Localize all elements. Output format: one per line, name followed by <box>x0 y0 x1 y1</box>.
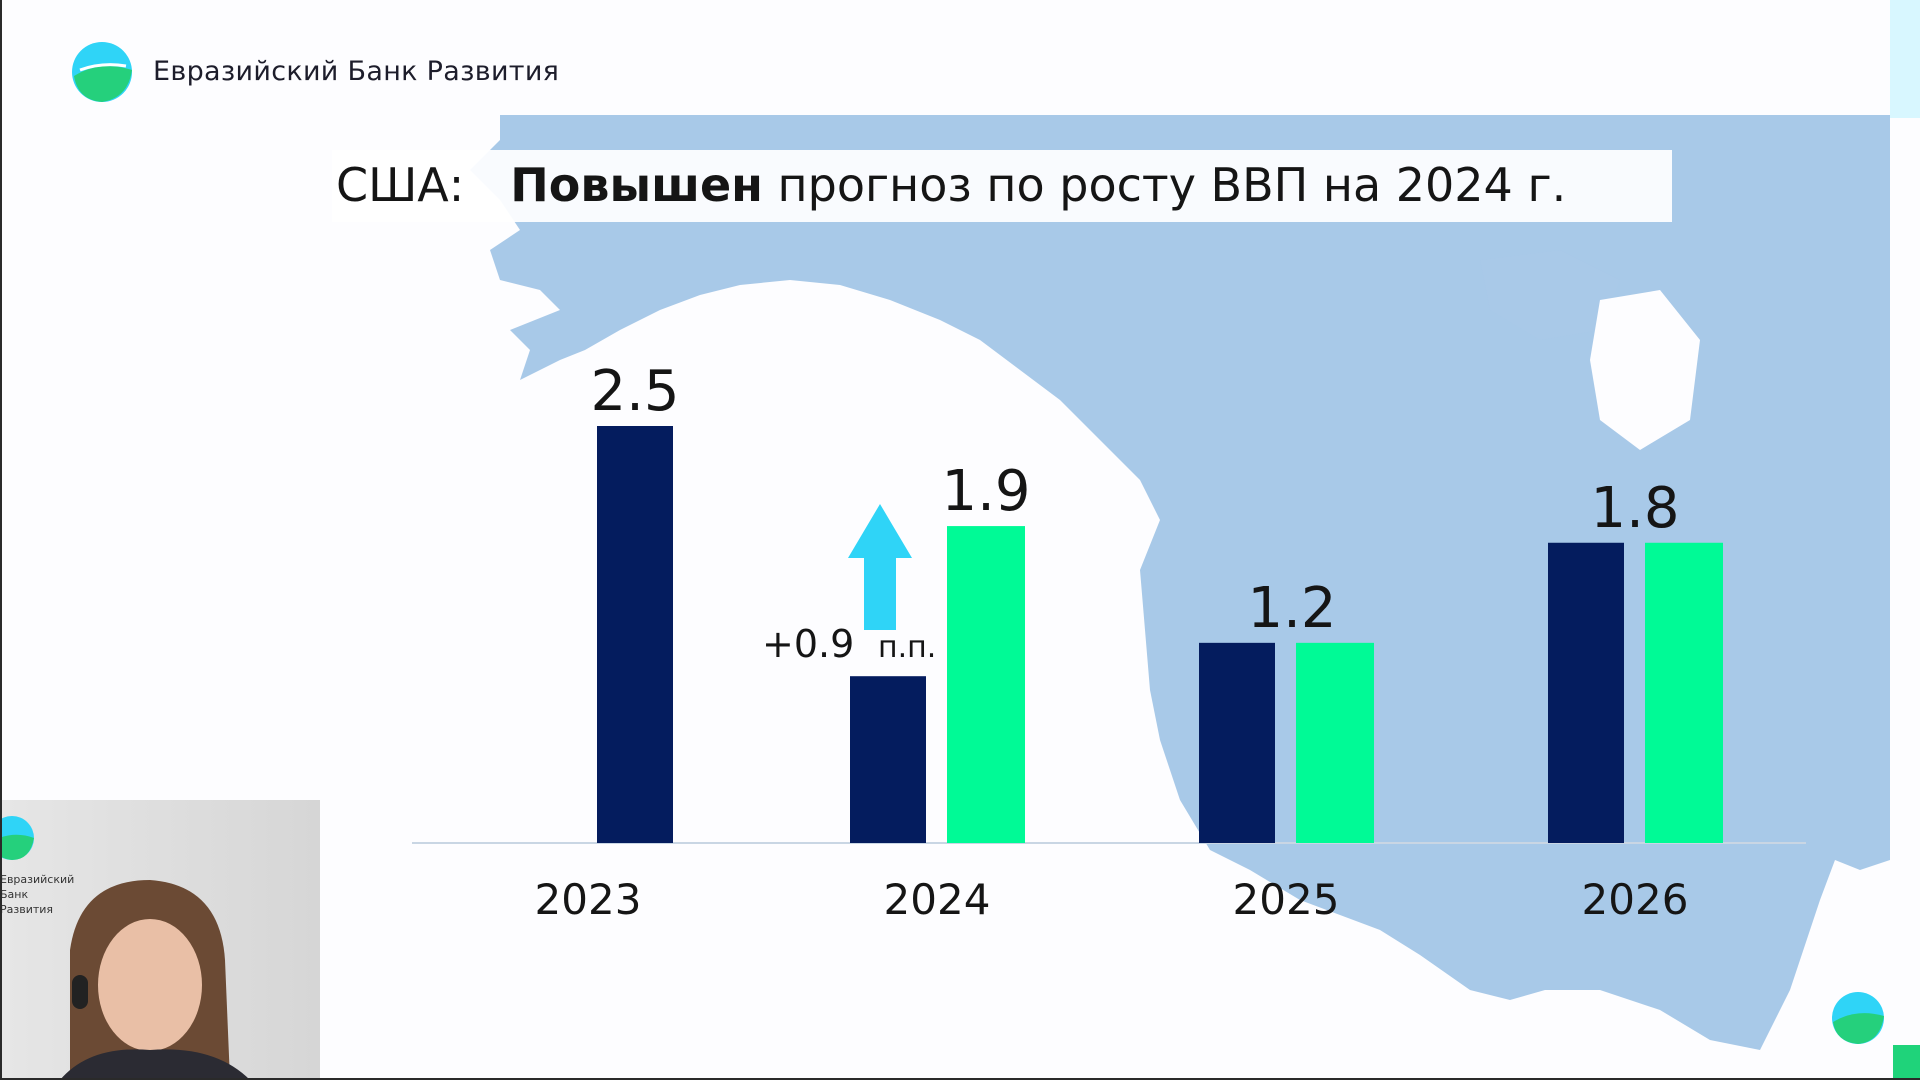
title-rest: прогноз по росту ВВП на 2024 г. <box>777 158 1567 212</box>
bar-2024-series-1 <box>850 676 926 843</box>
corner-accent-top-right <box>1890 0 1920 118</box>
speaker-person <box>60 880 250 1080</box>
bar-2024-series-2 <box>947 526 1025 843</box>
map-island <box>1480 250 1620 340</box>
video-logo-text: Евразийский Банк Развития <box>0 873 75 916</box>
increase-arrow-icon <box>848 504 912 630</box>
corner-accent-bottom-right <box>1893 1045 1920 1078</box>
video-logo <box>0 816 34 860</box>
slide-title: США: Повышен прогноз по росту ВВП на 2024… <box>336 158 1566 212</box>
title-bold: Повышен <box>510 158 763 212</box>
eabr-logo-small <box>1832 992 1884 1044</box>
map-landmass <box>470 115 1890 1050</box>
data-label-2023: 2.5 <box>590 359 679 424</box>
bar-2026-series-2 <box>1645 542 1723 843</box>
frame-edge-bottom <box>0 1078 1920 1080</box>
data-label-2024: 1.9 <box>941 459 1030 524</box>
x-tick-label-2025: 2025 <box>1233 875 1340 924</box>
x-tick-label-2026: 2026 <box>1582 875 1689 924</box>
title-country: США: <box>336 158 465 212</box>
bar-2025-series-1 <box>1199 642 1275 843</box>
bar-2023-series-1 <box>597 426 673 843</box>
x-tick-label-2024: 2024 <box>884 875 991 924</box>
brand-name: Евразийский Банк Развития <box>153 56 560 87</box>
map-sea <box>1590 290 1700 450</box>
title-background <box>332 150 1672 222</box>
x-tick-label-2023: 2023 <box>535 875 642 924</box>
annotation-change: +0.9 <box>762 622 854 666</box>
speaker-video: Евразийский Банк Развития <box>0 800 320 1080</box>
bar-2025-series-2 <box>1296 642 1374 843</box>
data-label-2026: 1.8 <box>1590 476 1679 541</box>
eabr-logo <box>72 42 132 102</box>
data-label-2025: 1.2 <box>1247 576 1336 641</box>
annotation-unit: п.п. <box>878 630 936 665</box>
frame-edge-left <box>0 0 2 1080</box>
bar-2026-series-1 <box>1548 542 1624 843</box>
